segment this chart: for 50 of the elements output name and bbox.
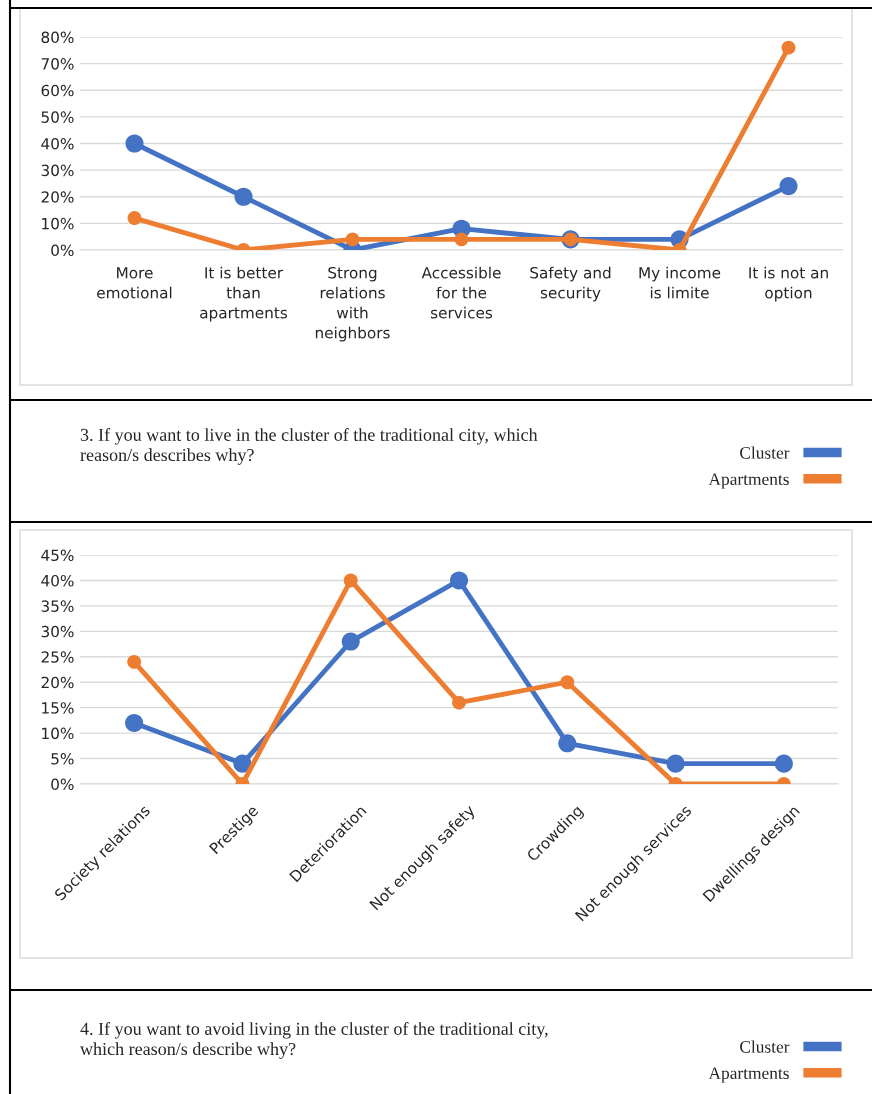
y-tick-label: 35% <box>41 600 74 612</box>
y-tick-label: 70% <box>41 58 74 70</box>
y-tick-label: 60% <box>41 84 74 97</box>
point <box>343 573 358 588</box>
x-tick-label: My income is limite <box>639 266 721 299</box>
x-tick-label: Safety and security <box>530 266 611 302</box>
point <box>774 754 793 773</box>
text: 3. If you want to live in the cluster of the traditional city, which reason/s describes why? <box>80 428 538 465</box>
point <box>779 177 798 196</box>
point <box>781 40 796 55</box>
point <box>454 232 469 247</box>
y-tick-label: 30% <box>41 164 74 177</box>
x-tick-label: It is not an option <box>749 266 828 302</box>
x-tick-label: Accessible for the services <box>421 266 501 319</box>
y-tick-label: 50% <box>41 111 74 123</box>
point <box>449 571 469 590</box>
text: 4. If you want to avoid living in the cluster of the traditional city, which reason/s describe why? <box>80 1022 548 1059</box>
y-tick-label: 15% <box>42 702 74 714</box>
point <box>127 654 142 669</box>
legend-label: Cluster <box>740 1040 790 1053</box>
y-tick-label: 45% <box>41 549 74 562</box>
point <box>560 675 575 690</box>
legend-label: Apartments <box>708 1067 789 1083</box>
y-tick-label: 20% <box>41 191 74 203</box>
y-tick-label: 0% <box>51 778 74 791</box>
y-tick-label: 20% <box>41 676 74 689</box>
legend-label: Apartments <box>708 473 789 489</box>
y-tick-label: 5% <box>51 753 74 765</box>
y-tick-label: 30% <box>41 625 74 638</box>
y-tick-label: 0% <box>51 244 74 257</box>
point <box>233 754 252 773</box>
point <box>452 695 466 710</box>
legend-label: Cluster <box>740 446 790 459</box>
point <box>127 211 142 225</box>
y-tick-label: 40% <box>41 574 74 587</box>
point <box>234 187 253 206</box>
point <box>558 734 577 753</box>
x-tick-label: It is better than apartments <box>200 266 288 322</box>
x-tick-label: Strong relations with neighbors <box>315 266 390 342</box>
point <box>341 632 360 651</box>
x-tick-label: More emotional <box>97 267 172 299</box>
y-tick-label: 40% <box>41 137 74 150</box>
y-tick-label: 10% <box>42 727 74 740</box>
y-tick-label: 80% <box>41 31 74 44</box>
y-tick-label: 10% <box>42 217 74 230</box>
point <box>345 232 360 247</box>
point <box>125 134 144 153</box>
point <box>666 754 685 773</box>
y-tick-label: 25% <box>41 651 74 663</box>
point <box>125 713 144 732</box>
